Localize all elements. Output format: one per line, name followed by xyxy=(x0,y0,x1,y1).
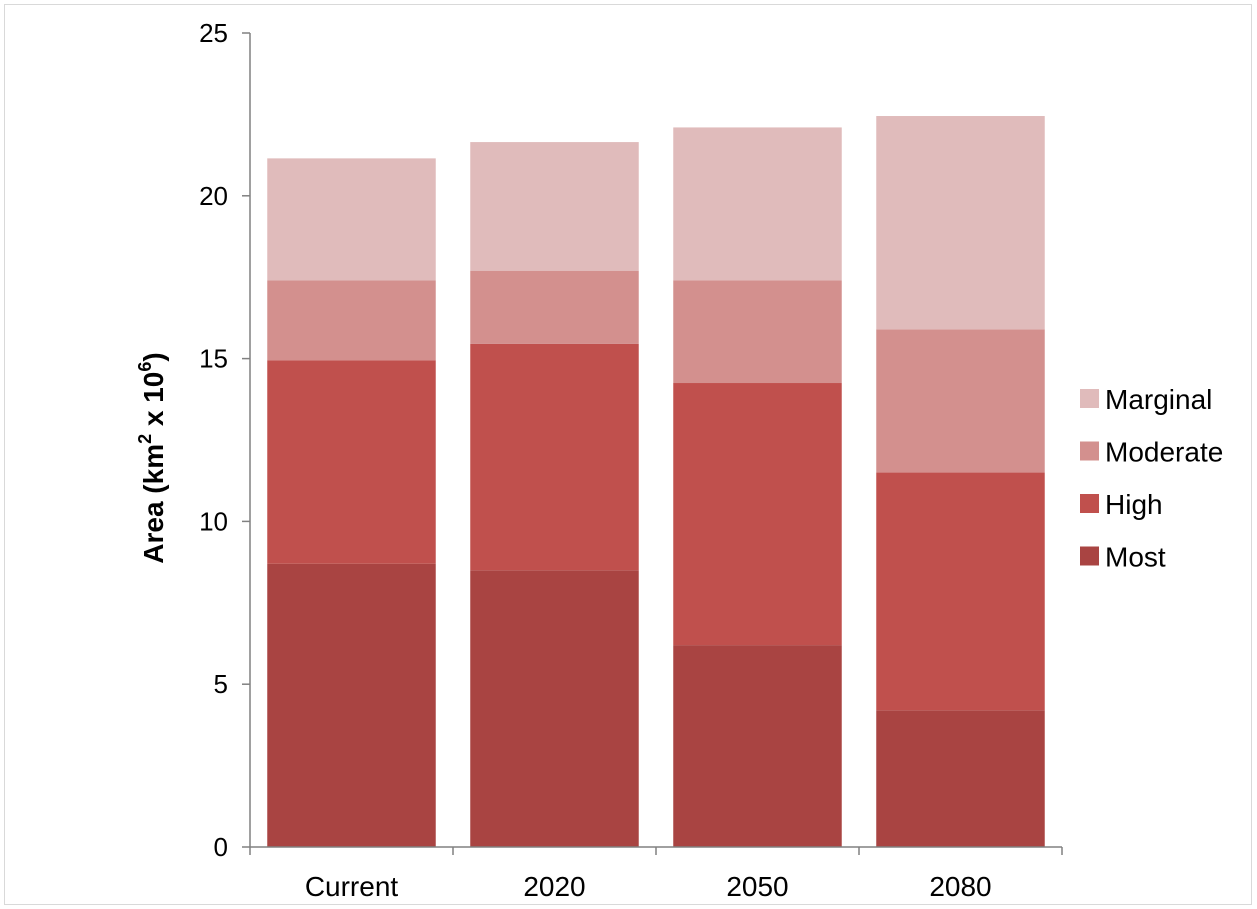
bar-segment-moderate-2050 xyxy=(673,280,842,384)
legend-label-moderate: Moderate xyxy=(1105,437,1223,468)
x-tick-label: 2050 xyxy=(726,871,788,902)
bar-segment-high-2050 xyxy=(673,383,842,646)
legend-swatch-most xyxy=(1080,546,1099,566)
legend-label-marginal: Marginal xyxy=(1105,384,1212,415)
y-tick-label: 25 xyxy=(199,18,228,48)
x-tick-label: 2080 xyxy=(929,871,991,902)
y-tick-label: 0 xyxy=(214,832,228,862)
y-tick-label: 5 xyxy=(214,669,228,699)
bar-segment-moderate-2020 xyxy=(470,270,639,344)
legend-swatch-marginal xyxy=(1080,389,1099,408)
bar-segment-most-2050 xyxy=(673,645,842,847)
legend-swatch-moderate xyxy=(1080,441,1099,461)
legend-swatch-high xyxy=(1080,494,1099,513)
bar-segment-high-2020 xyxy=(470,343,639,571)
y-tick-label: 10 xyxy=(199,506,228,536)
legend-label-high: High xyxy=(1105,489,1163,520)
bars-group xyxy=(267,116,1045,847)
bar-segment-marginal-current xyxy=(267,158,436,281)
x-tick-label: 2020 xyxy=(523,871,585,902)
bar-segment-moderate-current xyxy=(267,280,436,361)
bar-segment-most-2020 xyxy=(470,570,639,847)
bar-segment-high-current xyxy=(267,360,436,564)
bar-segment-marginal-2080 xyxy=(876,116,1045,330)
x-tick-label: Current xyxy=(305,871,399,902)
legend-label-most: Most xyxy=(1105,542,1166,573)
y-axis-title: Area (km2 x 106) xyxy=(135,352,169,563)
y-tick-label: 20 xyxy=(199,181,228,211)
axes-group: 0 5 10 15 20 25 Current 2020 2050 2080 xyxy=(199,18,1063,902)
legend: Marginal Moderate High Most xyxy=(1080,384,1223,573)
chart-frame xyxy=(4,4,1252,905)
bar-segment-marginal-2050 xyxy=(673,127,842,281)
bar-segment-most-2080 xyxy=(876,710,1045,847)
bar-segment-marginal-2020 xyxy=(470,142,639,271)
bar-segment-high-2080 xyxy=(876,472,1045,711)
bar-segment-moderate-2080 xyxy=(876,329,1045,473)
y-tick-label: 15 xyxy=(199,344,228,374)
bar-segment-most-current xyxy=(267,563,436,847)
